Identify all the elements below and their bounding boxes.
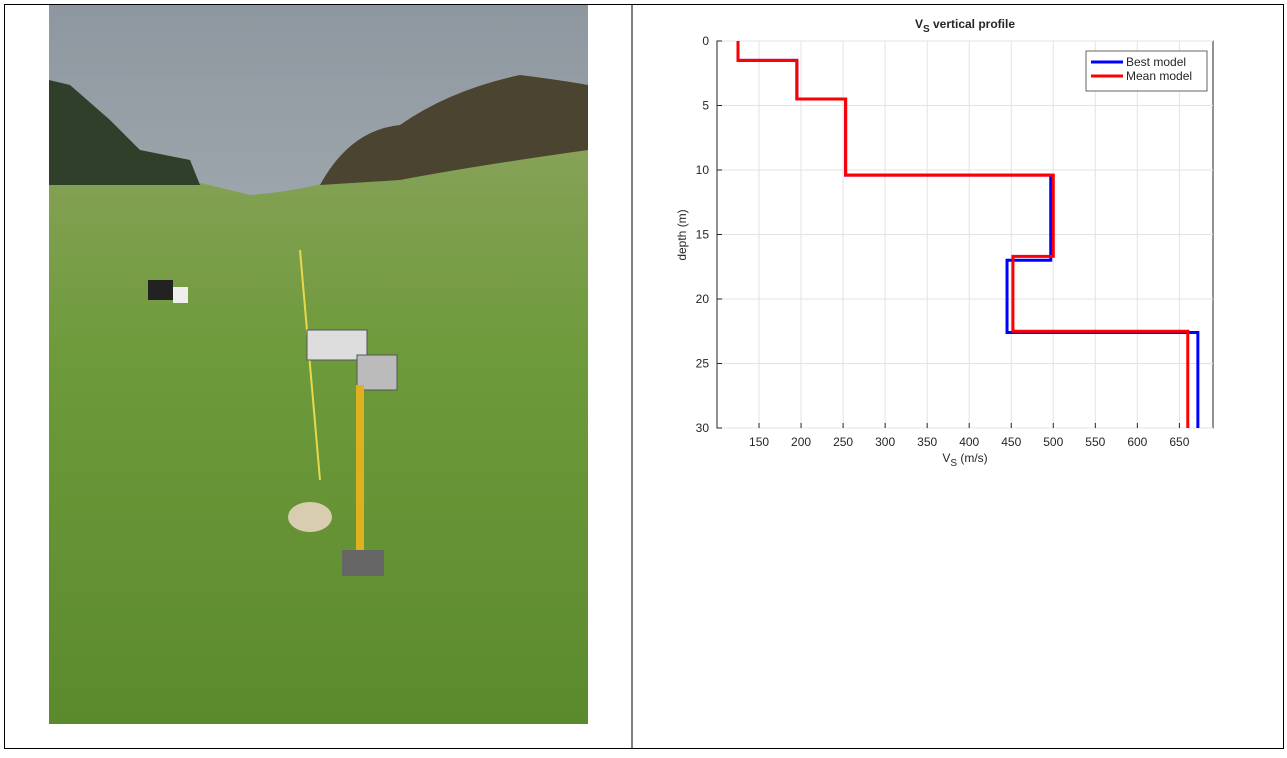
- x-tick-label: 450: [1001, 435, 1021, 449]
- photo: [49, 5, 588, 724]
- y-tick-label: 0: [702, 34, 709, 48]
- x-tick-label: 200: [791, 435, 811, 449]
- y-tick-label: 30: [696, 421, 710, 435]
- x-tick-label: 500: [1043, 435, 1063, 449]
- figure: VS vertical profile VS (m/s) depth (m) 1…: [0, 0, 1287, 753]
- legend-label: Best model: [1126, 55, 1186, 69]
- x-tick-label: 150: [749, 435, 769, 449]
- x-tick-label: 250: [833, 435, 853, 449]
- title-suffix: vertical profile: [930, 17, 1016, 31]
- x-tick-label: 400: [959, 435, 979, 449]
- x-tick-label: 650: [1169, 435, 1189, 449]
- y-tick-label: 20: [696, 292, 710, 306]
- photo-hammer-head: [342, 550, 384, 576]
- chart-title: VS vertical profile: [915, 17, 1015, 35]
- y-tick-label: 25: [696, 357, 710, 371]
- photo-hammer-handle: [356, 385, 364, 555]
- x-tick-label: 600: [1127, 435, 1147, 449]
- photo-grass: [49, 118, 588, 724]
- photo-case: [357, 355, 397, 390]
- x-tick-label: 350: [917, 435, 937, 449]
- photo-plate: [288, 502, 332, 532]
- legend-label: Mean model: [1126, 69, 1192, 83]
- y-tick-label: 10: [696, 163, 710, 177]
- x-tick-label: 300: [875, 435, 895, 449]
- photo-bucket: [173, 287, 188, 303]
- photo-bag: [148, 280, 173, 300]
- y-axis-label: depth (m): [675, 209, 689, 260]
- x-axis-label: VS (m/s): [942, 451, 987, 469]
- y-tick-label: 5: [702, 99, 709, 113]
- x-tick-label: 550: [1085, 435, 1105, 449]
- xlabel-suffix: (m/s): [957, 451, 988, 465]
- xlabel-main: V: [942, 451, 950, 465]
- title-main: V: [915, 17, 923, 31]
- y-tick-label: 15: [696, 228, 710, 242]
- page: VS vertical profile VS (m/s) depth (m) 1…: [0, 0, 1287, 758]
